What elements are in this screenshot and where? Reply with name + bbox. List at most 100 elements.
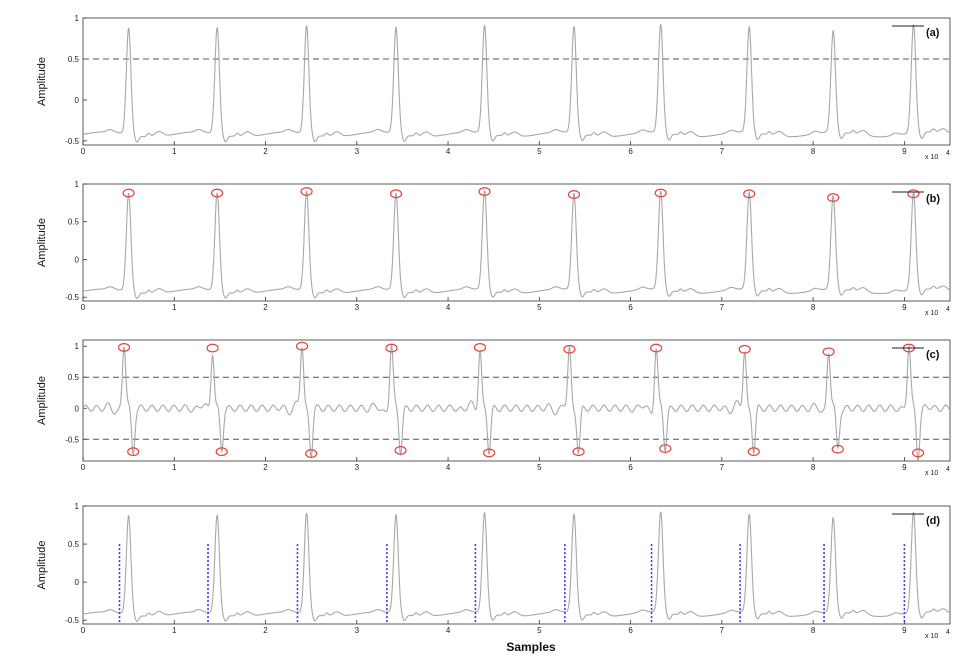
- x-tick-label: 9: [902, 303, 907, 312]
- y-tick-label: 0.5: [68, 218, 80, 227]
- x-tick-label: 5: [537, 626, 542, 635]
- x-tick-label: 9: [902, 463, 907, 472]
- min-peak-marker: [572, 447, 585, 457]
- x-tick-label: 3: [355, 303, 360, 312]
- x-tick-label: 5: [537, 463, 542, 472]
- x-tick-label: 4: [446, 626, 451, 635]
- max-peak-marker: [473, 343, 487, 352]
- x-tick-label: 2: [263, 626, 268, 635]
- x-scale-note: x 10: [925, 154, 938, 161]
- max-peak-marker: [385, 343, 398, 353]
- signal-line: [82, 343, 951, 462]
- x-tick-label: 3: [355, 626, 360, 635]
- x-tick-label: 5: [537, 303, 542, 312]
- x-scale-note: x 10: [925, 470, 938, 477]
- y-tick-label: 1: [75, 342, 80, 351]
- x-tick-label: 9: [902, 147, 907, 156]
- x-tick-label: 4: [446, 147, 451, 156]
- x-tick-label: 0: [81, 463, 86, 472]
- x-tick-label: 8: [811, 303, 816, 312]
- x-tick-label: 4: [446, 463, 451, 472]
- peak-marker: [389, 189, 403, 199]
- y-tick-label: 0.5: [68, 373, 80, 382]
- x-tick-label: 0: [81, 147, 86, 156]
- x-scale-exponent: 4: [946, 150, 950, 157]
- x-tick-label: 7: [720, 626, 725, 635]
- x-axis-label: Samples: [506, 640, 556, 654]
- min-peak-marker: [659, 444, 672, 453]
- panel-label: (a): [926, 27, 940, 39]
- min-peak-marker: [305, 449, 318, 458]
- x-tick-label: 1: [172, 147, 177, 156]
- min-peak-marker: [215, 447, 228, 457]
- signal-line: [82, 511, 951, 622]
- x-scale-note: x 10: [925, 633, 938, 640]
- peak-marker: [211, 188, 224, 198]
- x-tick-label: 2: [263, 147, 268, 156]
- signal-line: [83, 24, 951, 143]
- x-tick-label: 2: [263, 303, 268, 312]
- panel-label: (b): [926, 193, 940, 205]
- min-peak-marker: [127, 447, 140, 457]
- x-tick-label: 3: [355, 463, 360, 472]
- peak-marker: [300, 187, 313, 196]
- peak-marker: [567, 190, 581, 199]
- x-scale-exponent: 4: [946, 466, 950, 473]
- peak-marker: [827, 193, 840, 202]
- panel-3: 0 1 2 3 4 5 6 7 8 9 -0.5 0 0.5 1 Amplitude x 10 4 (c): [36, 339, 951, 477]
- x-tick-label: 6: [628, 463, 633, 472]
- y-tick-label: 0.5: [68, 540, 80, 549]
- y-axis-label: Amplitude: [36, 218, 48, 267]
- axes-frame: [82, 183, 951, 302]
- y-tick-label: 0: [75, 404, 80, 413]
- y-axis-label: Amplitude: [36, 57, 48, 106]
- y-tick-label: 0: [75, 255, 80, 264]
- max-peak-marker: [650, 343, 663, 353]
- max-peak-marker: [822, 347, 835, 357]
- x-tick-label: 6: [628, 303, 633, 312]
- y-tick-label: 1: [75, 14, 80, 23]
- axes-frame: [82, 17, 951, 146]
- max-peak-marker: [295, 341, 309, 351]
- x-scale-note: x 10: [925, 310, 938, 317]
- x-scale-exponent: 4: [946, 306, 950, 313]
- x-tick-label: 5: [537, 147, 542, 156]
- x-scale-exponent: 4: [946, 629, 950, 636]
- axes-frame: [82, 339, 951, 462]
- y-axis-label: Amplitude: [36, 541, 48, 590]
- peak-marker: [907, 189, 920, 199]
- x-tick-label: 2: [263, 463, 268, 472]
- max-peak-marker: [738, 344, 751, 354]
- min-peak-marker: [831, 444, 844, 454]
- x-tick-label: 7: [720, 303, 725, 312]
- max-peak-marker: [117, 343, 131, 352]
- min-peak-marker: [483, 448, 496, 458]
- x-tick-label: 1: [172, 303, 177, 312]
- signal-line: [82, 190, 951, 299]
- min-peak-marker: [747, 447, 760, 457]
- x-tick-label: 1: [172, 626, 177, 635]
- y-tick-label: 1: [75, 180, 80, 189]
- x-tick-label: 8: [811, 626, 816, 635]
- peak-marker: [654, 188, 667, 198]
- panels-group: 0 1 2 3 4 5 6 7 8 9 -0.5 0 0.5 1 Amplitude x 10 4 (a) 0 1 2 3…: [36, 14, 951, 640]
- x-tick-label: 9: [902, 626, 907, 635]
- y-tick-label: -0.5: [65, 435, 79, 444]
- panel-label: (d): [926, 515, 940, 527]
- peak-marker: [122, 188, 135, 198]
- x-tick-label: 7: [720, 147, 725, 156]
- x-tick-label: 4: [446, 303, 451, 312]
- x-tick-label: 1: [172, 463, 177, 472]
- max-peak-marker: [563, 344, 576, 354]
- y-tick-label: 0.5: [68, 55, 80, 64]
- x-tick-label: 0: [81, 303, 86, 312]
- min-peak-marker: [394, 446, 407, 455]
- x-tick-label: 8: [811, 147, 816, 156]
- y-tick-label: 0: [75, 96, 80, 105]
- x-tick-label: 7: [720, 463, 725, 472]
- x-tick-label: 3: [355, 147, 360, 156]
- y-tick-label: 1: [75, 502, 80, 511]
